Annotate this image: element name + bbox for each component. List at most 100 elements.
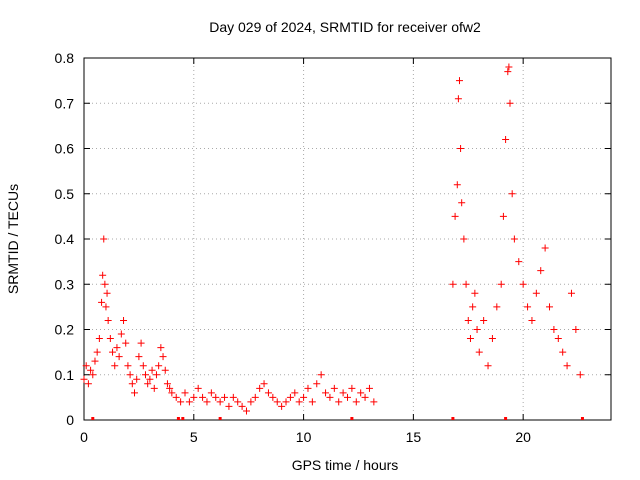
- data-point: [256, 384, 264, 392]
- data-point: [207, 389, 215, 397]
- data-point: [365, 384, 373, 392]
- x-tick-label: 0: [80, 429, 88, 445]
- data-point: [339, 389, 347, 397]
- data-point: [286, 393, 294, 401]
- data-point: [212, 393, 220, 401]
- zero-marker: [218, 417, 222, 420]
- data-point: [335, 398, 343, 406]
- x-tick-label: 10: [296, 429, 312, 445]
- data-point: [117, 330, 125, 338]
- data-point: [458, 199, 466, 207]
- data-point: [150, 384, 158, 392]
- data-point: [282, 398, 290, 406]
- data-point: [462, 280, 470, 288]
- y-tick-label: 0: [66, 412, 74, 428]
- data-point: [135, 353, 143, 361]
- data-point: [510, 235, 518, 243]
- data-point: [133, 375, 141, 383]
- data-points: [80, 63, 584, 420]
- data-point: [460, 235, 468, 243]
- data-point: [122, 339, 130, 347]
- data-point: [370, 398, 378, 406]
- data-point: [464, 316, 472, 324]
- zero-marker: [176, 417, 180, 420]
- data-point: [348, 384, 356, 392]
- data-point: [554, 335, 562, 343]
- data-point: [157, 344, 165, 352]
- data-point: [247, 398, 255, 406]
- chart-title: Day 029 of 2024, SRMTID for receiver ofw…: [209, 19, 481, 35]
- data-point: [326, 393, 334, 401]
- data-point: [269, 393, 277, 401]
- data-point: [131, 389, 139, 397]
- data-point: [139, 362, 147, 370]
- x-tick-label: 5: [190, 429, 198, 445]
- data-point: [567, 289, 575, 297]
- data-point: [91, 357, 99, 365]
- data-point: [111, 362, 119, 370]
- data-point: [291, 389, 299, 397]
- y-tick-label: 0.3: [55, 276, 75, 292]
- data-point: [541, 244, 549, 252]
- data-point: [273, 398, 281, 406]
- y-tick-label: 0.1: [55, 367, 75, 383]
- data-point: [104, 316, 112, 324]
- data-point: [181, 389, 189, 397]
- data-point: [308, 398, 316, 406]
- data-point: [546, 303, 554, 311]
- data-point: [499, 212, 507, 220]
- data-point: [519, 280, 527, 288]
- zero-marker: [504, 417, 508, 420]
- data-point: [508, 190, 516, 198]
- data-point: [453, 181, 461, 189]
- data-point: [168, 389, 176, 397]
- data-point: [317, 371, 325, 379]
- zero-marker: [350, 417, 354, 420]
- data-point: [101, 280, 109, 288]
- data-point: [471, 289, 479, 297]
- data-point: [322, 389, 330, 397]
- data-point: [87, 366, 95, 374]
- data-point: [352, 398, 360, 406]
- x-tick-label: 20: [515, 429, 531, 445]
- data-point: [84, 380, 92, 388]
- data-point: [190, 393, 198, 401]
- data-point: [242, 407, 250, 415]
- data-point: [304, 384, 312, 392]
- x-axis-label: GPS time / hours: [292, 457, 399, 473]
- data-point: [506, 99, 514, 107]
- data-point: [572, 326, 580, 333]
- y-tick-label: 0.2: [55, 322, 75, 338]
- zero-marker: [181, 417, 185, 420]
- data-point: [361, 393, 369, 401]
- y-tick-label: 0.6: [55, 141, 75, 157]
- data-point: [344, 393, 351, 401]
- data-point: [480, 316, 488, 324]
- data-point: [159, 353, 167, 361]
- data-point: [537, 267, 545, 275]
- data-point: [120, 316, 128, 324]
- zero-marker: [580, 417, 584, 420]
- data-point: [80, 375, 88, 383]
- zero-marker: [91, 417, 95, 420]
- data-point: [473, 326, 481, 333]
- data-point: [469, 303, 477, 311]
- data-point: [295, 398, 303, 406]
- y-tick-label: 0.8: [55, 50, 75, 66]
- data-point: [100, 235, 108, 243]
- data-point: [455, 77, 463, 85]
- data-point: [98, 298, 106, 306]
- data-point: [199, 393, 207, 401]
- data-point: [264, 389, 272, 397]
- data-point: [99, 271, 107, 279]
- data-point: [221, 393, 229, 401]
- data-point: [95, 335, 103, 343]
- data-point: [148, 366, 156, 374]
- data-point: [559, 348, 567, 356]
- data-point: [109, 348, 117, 356]
- data-point: [144, 380, 152, 388]
- data-point: [251, 393, 259, 401]
- data-point: [484, 362, 492, 370]
- data-point: [238, 402, 246, 410]
